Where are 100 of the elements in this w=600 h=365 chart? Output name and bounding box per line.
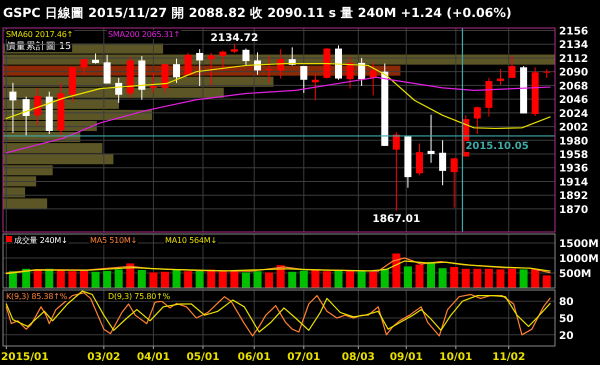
candlestick	[184, 52, 192, 76]
bar	[369, 272, 378, 288]
candlestick	[34, 87, 42, 126]
candlestick	[543, 68, 550, 78]
candlestick	[428, 114, 435, 164]
bar	[160, 272, 169, 288]
bar	[322, 271, 331, 288]
candlestick	[439, 140, 446, 186]
candlestick	[416, 142, 423, 176]
bar	[172, 270, 181, 288]
line-series	[6, 62, 551, 130]
bar	[542, 275, 551, 288]
y-tick-label: 2046	[559, 94, 588, 106]
bar	[380, 268, 389, 288]
chart-title: GSPC 日線圖 2015/11/27 開 2088.82 收 2090.11 s 量 240M +1.24 (+0.06%)	[3, 5, 512, 20]
bar	[392, 254, 400, 288]
candlestick	[92, 53, 100, 64]
x-tick-label: 07/01	[287, 351, 320, 363]
x-tick-label: 11/02	[492, 351, 526, 363]
bar	[230, 271, 238, 288]
bar	[207, 270, 216, 288]
bar	[242, 272, 250, 288]
legend-label: 成交量 240M↓	[14, 236, 68, 245]
x-tick-label: 03/02	[87, 351, 120, 363]
annotation: 1867.01	[372, 212, 420, 225]
candlestick	[208, 52, 215, 86]
candlestick	[230, 43, 238, 54]
candlestick	[196, 48, 204, 87]
bar	[450, 267, 458, 288]
text: SMA200 2065.31↑	[108, 30, 180, 39]
bar	[56, 269, 65, 288]
bar	[103, 270, 112, 288]
y-tick-label: 1870	[559, 204, 588, 216]
x-tick-label: 04/01	[136, 351, 170, 363]
candlestick	[312, 74, 319, 101]
bar	[484, 268, 493, 288]
candlestick	[161, 63, 168, 93]
candlestick	[508, 54, 516, 78]
candlestick	[266, 56, 273, 84]
candlestick	[474, 106, 481, 135]
series-label: D(9,3) 75.80↑%	[108, 292, 171, 301]
y-tick-label: 1936	[559, 162, 588, 175]
bar	[358, 271, 366, 288]
candlestick	[150, 72, 157, 94]
candlestick	[22, 96, 30, 136]
bar	[438, 268, 447, 288]
bar	[334, 270, 342, 288]
x-tick-label: 10/01	[439, 351, 472, 363]
candlestick	[80, 58, 88, 76]
bar	[300, 270, 308, 288]
candlestick	[115, 77, 122, 104]
bar	[34, 269, 42, 288]
annotation: 2134.72	[210, 32, 258, 44]
candlestick	[277, 48, 284, 80]
bar	[68, 271, 76, 288]
bar	[508, 268, 516, 288]
y-tick-label: 2068	[559, 80, 588, 92]
candlestick	[219, 50, 226, 70]
bar	[427, 262, 436, 288]
y-tick-label: 500M	[559, 268, 592, 280]
bar	[520, 269, 528, 288]
bar	[346, 270, 354, 288]
y-tick-label: 2112	[559, 52, 588, 65]
y-tick-label: 1892	[559, 190, 588, 202]
y-tick-label: 20	[559, 330, 574, 342]
y-tick-label: 1914	[559, 176, 588, 188]
bar	[254, 271, 262, 288]
y-tick-label: 80	[559, 296, 574, 308]
x-tick-label: 09/01	[390, 351, 423, 363]
bar	[311, 269, 320, 288]
y-tick-label: 50	[559, 313, 574, 325]
candlestick	[9, 82, 16, 134]
bar	[196, 270, 204, 288]
candlestick	[346, 56, 354, 90]
bar	[218, 271, 227, 288]
x-tick-label: 06/01	[238, 351, 271, 363]
y-tick-label: 1000M	[559, 253, 599, 265]
candlestick	[392, 132, 400, 212]
candlestick	[242, 48, 250, 67]
bar	[496, 269, 504, 288]
y-tick-label: 1500M	[559, 238, 599, 250]
series-label: K(9,3) 85.38↑%	[6, 292, 68, 301]
candlestick	[370, 62, 377, 96]
x-tick-label: 2015/01	[1, 351, 49, 363]
bar	[138, 270, 146, 288]
text: MA10 564M↓	[165, 236, 217, 245]
y-tick-label: 2134	[559, 39, 588, 52]
bar	[531, 268, 540, 288]
ref-line-label: 2015.10.05	[465, 141, 529, 152]
y-tick-label: 1958	[559, 149, 588, 162]
bar	[415, 264, 424, 288]
y-tick-label: 1980	[559, 135, 588, 148]
bar	[265, 272, 274, 288]
y-tick-label: 2156	[559, 25, 588, 38]
candlestick	[450, 157, 458, 208]
candlestick	[104, 54, 111, 84]
bar	[149, 272, 158, 288]
bar	[473, 268, 482, 288]
x-tick-label: 05/01	[186, 351, 220, 363]
candlestick	[300, 66, 308, 94]
